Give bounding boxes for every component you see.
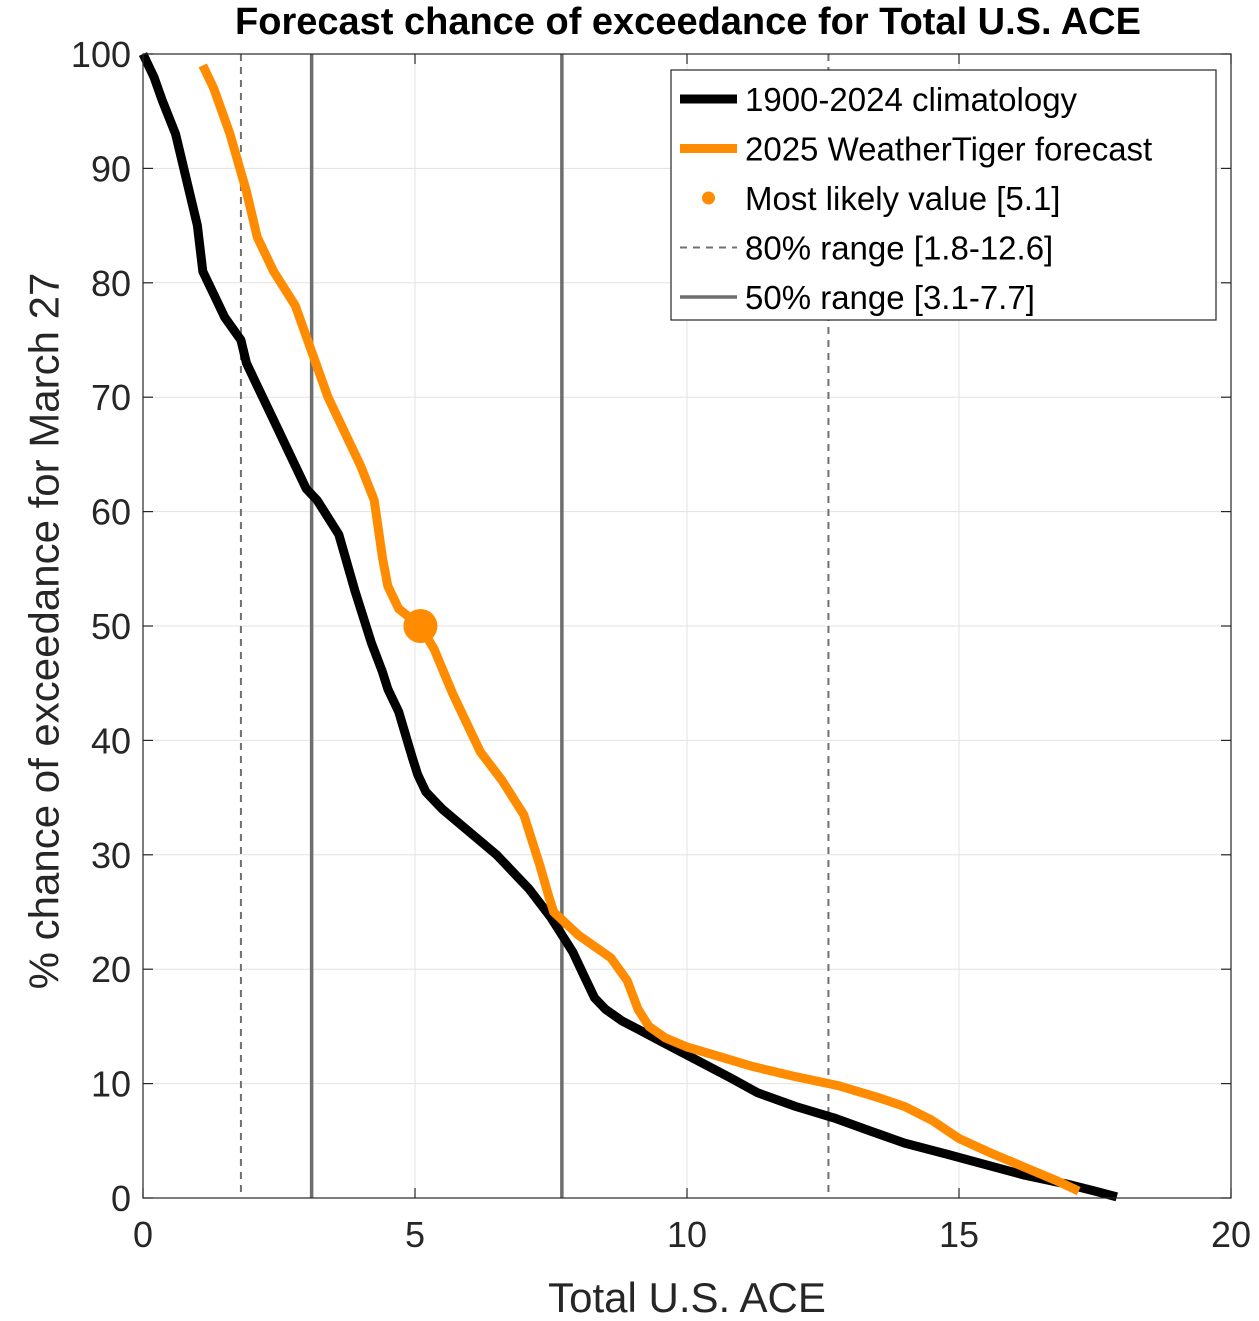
y-tick-label: 100: [71, 34, 131, 75]
axis-ticks: 0 5 10 15 20 0 10 20 30 40 50 60 70 80 90 100: [71, 34, 1251, 1255]
chart-title: Forecast chance of exceedance for Total …: [235, 1, 1141, 43]
y-tick-label: 70: [91, 377, 131, 418]
legend-label-4: 50% range [3.1-7.7]: [745, 279, 1035, 316]
x-tick-label: 10: [667, 1214, 707, 1255]
markers: [403, 609, 438, 643]
range-lines: [239, 54, 830, 1198]
legend-label-0: 1900-2024 climatology: [745, 81, 1078, 118]
y-tick-label: 30: [91, 835, 131, 876]
x-tick-label: 5: [405, 1214, 425, 1255]
legend-box: [670, 69, 1217, 321]
y-tick-label: 90: [91, 148, 131, 189]
most-likely-marker: [403, 609, 438, 643]
x-tick-label: 0: [133, 1214, 153, 1255]
legend-label-2: Most likely value [5.1]: [745, 180, 1060, 217]
y-axis-label: % chance of exceedance for March 27: [21, 273, 68, 990]
y-tick-label: 50: [91, 606, 131, 647]
legend-key-2: [702, 191, 715, 205]
y-tick-label: 80: [91, 263, 131, 304]
y-tick-label: 40: [91, 720, 131, 761]
forecast-line: [198, 63, 1081, 1196]
x-tick-label: 15: [939, 1214, 979, 1255]
y-tick-label: 60: [91, 492, 131, 533]
legend-label-1: 2025 WeatherTiger forecast: [745, 131, 1152, 168]
y-tick-label: 20: [91, 949, 131, 990]
y-tick-label: 10: [91, 1064, 131, 1105]
legend: 1900-2024 climatology 2025 WeatherTiger f…: [670, 69, 1217, 321]
y-tick-label: 0: [111, 1178, 131, 1219]
climatology-line: [138, 52, 1118, 1202]
legend-label-3: 80% range [1.8-12.6]: [745, 230, 1053, 267]
x-tick-label: 20: [1211, 1214, 1251, 1255]
series-lines: [138, 52, 1118, 1202]
x-axis-label: Total U.S. ACE: [548, 1274, 826, 1321]
